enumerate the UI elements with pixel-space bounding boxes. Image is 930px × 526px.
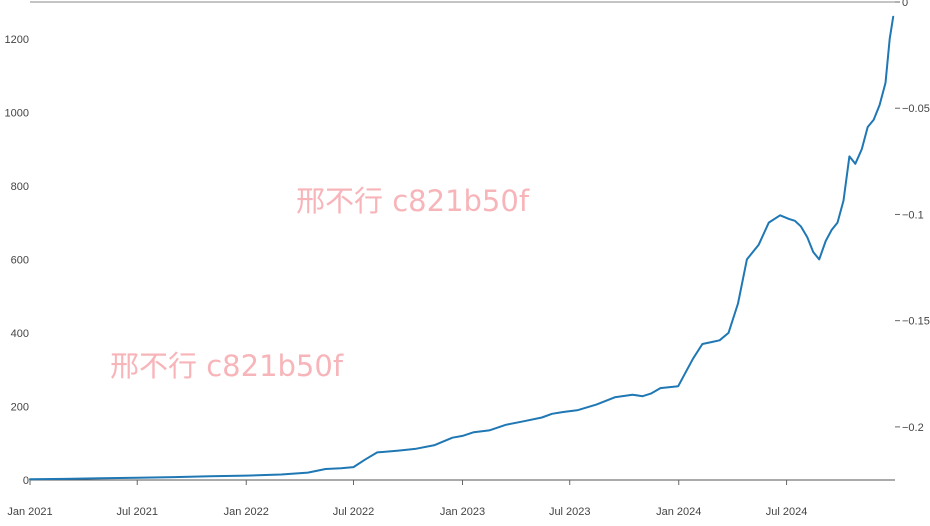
- x-tick-label: Jan 2022: [224, 506, 269, 518]
- watermark-text: 邢不行 c821b50f: [296, 184, 530, 218]
- x-tick-label: Jul 2023: [549, 506, 591, 518]
- x-tick-label: Jan 2021: [7, 506, 52, 518]
- x-tick-label: Jul 2022: [333, 506, 375, 518]
- y2-tick-label: −0.1: [902, 209, 924, 221]
- x-axis-ticks: Jan 2021 Jul 2021 Jan 2022 Jul 2022 Jan 2023…: [7, 480, 807, 518]
- y2-tick-label: −0.15: [902, 316, 930, 328]
- y2-axis-ticks: 0 −0.05 −0.1 −0.15 −0.2: [895, 0, 930, 434]
- series-group: [29, 15, 895, 481]
- y-tick-label: 200: [11, 401, 29, 413]
- y-tick-label: 0: [23, 475, 29, 487]
- y-tick-label: 1200: [5, 34, 29, 46]
- x-tick-label: Jan 2023: [440, 506, 485, 518]
- y-tick-label: 1000: [5, 107, 29, 119]
- watermark-text: 邢不行 c821b50f: [110, 349, 344, 383]
- series-line: [29, 15, 895, 481]
- x-tick-label: Jan 2024: [656, 506, 701, 518]
- y-tick-label: 600: [11, 254, 29, 266]
- y2-tick-label: 0: [902, 0, 908, 9]
- y-tick-label: 400: [11, 328, 29, 340]
- y2-tick-label: −0.05: [902, 103, 930, 115]
- y-axis-ticks: 0 200 400 600 800 1000 1200: [5, 34, 29, 487]
- x-tick-label: Jul 2021: [116, 506, 158, 518]
- y-tick-label: 800: [11, 181, 29, 193]
- x-tick-label: Jul 2024: [766, 506, 808, 518]
- y2-tick-label: −0.2: [902, 422, 924, 434]
